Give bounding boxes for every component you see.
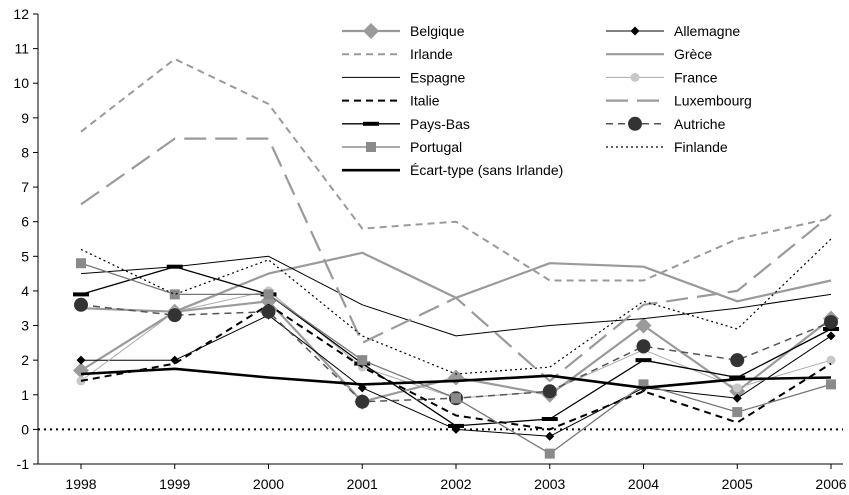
legend-label: Portugal <box>410 139 462 155</box>
series-2 <box>80 58 832 282</box>
data-point <box>263 289 274 300</box>
legend-marker <box>628 116 642 131</box>
chart-legend: Belgique Allemagne Irlande Grèce Espagne Fran… <box>336 18 796 188</box>
legend-label: Finlande <box>674 139 728 155</box>
data-point <box>545 431 555 441</box>
data-point <box>357 355 368 366</box>
series-line <box>80 255 832 337</box>
legend-marker <box>363 23 379 39</box>
y-tick-label: 11 <box>14 41 29 57</box>
data-point <box>826 331 836 341</box>
series-line <box>80 367 832 390</box>
chart-series <box>73 58 839 459</box>
data-point <box>732 393 742 403</box>
x-tick-label: 2006 <box>815 476 846 492</box>
y-tick-label: 9 <box>21 110 29 126</box>
series-line <box>80 238 832 375</box>
series-line <box>80 137 832 382</box>
data-point <box>74 297 88 312</box>
legend-label: France <box>674 69 718 85</box>
legend-label: Irlande <box>410 46 453 62</box>
y-tick-label: 5 <box>21 248 29 264</box>
data-point <box>76 258 86 269</box>
data-point <box>826 379 836 390</box>
data-point <box>167 308 182 323</box>
data-point <box>732 407 743 418</box>
y-tick-label: 8 <box>21 144 29 160</box>
data-point <box>732 383 742 393</box>
series-line <box>80 304 832 403</box>
data-point <box>544 448 555 459</box>
y-tick-label: 10 <box>13 75 29 91</box>
y-tick-label: 7 <box>21 179 29 195</box>
legend-marker <box>363 121 379 126</box>
series-3 <box>80 251 832 313</box>
data-point <box>76 376 86 386</box>
y-tick-label: 12 <box>13 6 29 22</box>
data-point <box>635 317 652 334</box>
data-point <box>636 339 651 354</box>
data-point <box>170 355 180 365</box>
series-10 <box>76 258 836 459</box>
data-point <box>261 304 276 319</box>
y-tick-label: 4 <box>21 283 29 299</box>
x-tick-label: 2001 <box>347 476 378 492</box>
legend-label: Espagne <box>410 69 465 85</box>
series-line <box>80 303 832 431</box>
x-tick-label: 2000 <box>253 476 284 492</box>
data-point <box>824 315 838 330</box>
data-point <box>542 384 557 399</box>
x-tick-label: 1998 <box>65 476 96 492</box>
y-tick-label: 0 <box>21 421 29 437</box>
legend-label: Belgique <box>410 23 465 39</box>
data-point <box>635 358 652 363</box>
legend-label: Autriche <box>674 116 726 132</box>
legend-label: Allemagne <box>674 23 740 39</box>
legend-marker <box>630 26 640 36</box>
series-12 <box>80 367 832 390</box>
data-point <box>729 375 746 380</box>
legend-label: Écart-type (sans Irlande) <box>410 162 563 178</box>
data-point <box>448 423 464 428</box>
series-11 <box>80 238 832 375</box>
series-7 <box>80 137 832 382</box>
data-point <box>166 264 183 269</box>
data-point <box>76 355 86 365</box>
series-4 <box>80 255 832 337</box>
series-line <box>80 58 832 282</box>
legend-background <box>336 18 796 188</box>
y-tick-label: -1 <box>17 456 30 472</box>
legend-marker <box>630 72 640 82</box>
data-point <box>451 393 461 404</box>
series-6 <box>80 303 832 431</box>
series-line <box>80 251 832 313</box>
legend-label: Luxembourg <box>674 93 752 109</box>
y-tick-label: 1 <box>21 387 29 403</box>
data-point <box>638 379 649 390</box>
legend-label: Italie <box>410 93 440 109</box>
x-tick-label: 2002 <box>440 476 471 492</box>
data-point <box>730 353 745 368</box>
data-point <box>169 289 180 300</box>
legend-label: Pays-Bas <box>410 116 470 132</box>
x-tick-label: 2003 <box>534 476 565 492</box>
legend-label: Grèce <box>674 46 712 62</box>
x-tick-label: 2005 <box>722 476 753 492</box>
data-point <box>826 355 836 365</box>
legend-marker <box>366 142 376 152</box>
data-point <box>541 417 558 421</box>
data-point <box>355 394 370 409</box>
x-tick-label: 2004 <box>628 476 659 492</box>
y-tick-label: 2 <box>21 352 29 368</box>
data-point <box>448 369 464 386</box>
y-tick-label: 6 <box>21 214 29 230</box>
data-point <box>73 292 89 297</box>
data-point <box>73 362 89 379</box>
y-tick-label: 3 <box>21 318 29 334</box>
x-tick-label: 1999 <box>159 476 190 492</box>
